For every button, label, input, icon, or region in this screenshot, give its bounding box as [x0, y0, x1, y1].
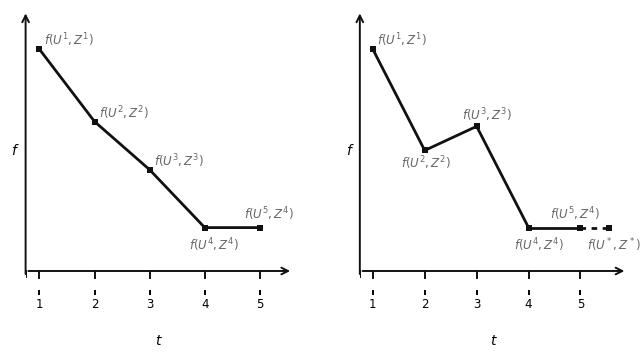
Text: $t$: $t$	[156, 334, 163, 348]
Text: $f$: $f$	[346, 143, 355, 158]
Text: $f(U^*, Z^*)$: $f(U^*, Z^*)$	[587, 236, 640, 254]
Text: $f(U^3, Z^3)$: $f(U^3, Z^3)$	[462, 106, 512, 124]
Text: $f(U^5, Z^4)$: $f(U^5, Z^4)$	[244, 205, 294, 223]
Text: $f(U^5, Z^4)$: $f(U^5, Z^4)$	[550, 205, 600, 223]
Text: $f(U^4, Z^4)$: $f(U^4, Z^4)$	[514, 236, 564, 254]
Text: $f(U^2, Z^2)$: $f(U^2, Z^2)$	[99, 104, 148, 121]
Text: $f(U^1, Z^1)$: $f(U^1, Z^1)$	[44, 32, 93, 49]
Text: $f(U^3, Z^3)$: $f(U^3, Z^3)$	[154, 152, 204, 170]
Text: $f(U^2, Z^2)$: $f(U^2, Z^2)$	[401, 155, 451, 172]
Text: $t$: $t$	[490, 334, 497, 348]
Text: $f(U^1, Z^1)$: $f(U^1, Z^1)$	[377, 32, 427, 49]
Text: $f(U^4, Z^4)$: $f(U^4, Z^4)$	[189, 236, 239, 254]
Text: $f$: $f$	[12, 143, 20, 158]
